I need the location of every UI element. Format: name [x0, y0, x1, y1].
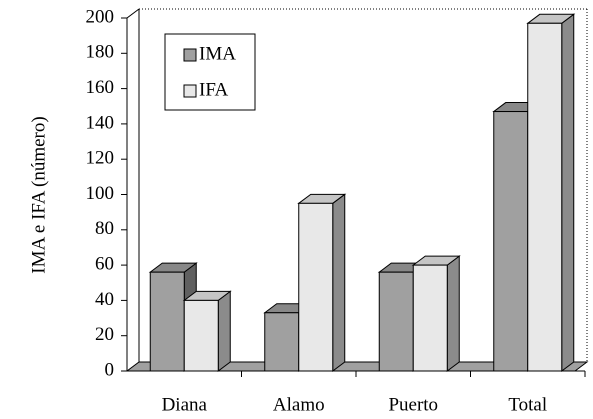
bar-front [264, 312, 300, 372]
y-tick-label: 100 [86, 183, 115, 204]
y-tick-label: 60 [95, 253, 114, 274]
x-tick-label: Puerto [388, 394, 438, 415]
y-tick-label: 120 [86, 148, 115, 169]
bar [411, 255, 461, 372]
y-tick-label: 180 [86, 42, 115, 63]
bar-front [378, 271, 414, 372]
bar-front [527, 22, 563, 372]
x-tick-label: Alamo [273, 394, 325, 415]
y-tick-label: 40 [95, 289, 114, 310]
bar-front [149, 271, 185, 372]
bar [297, 193, 347, 372]
legend-swatch [183, 84, 197, 98]
legend-label: IMA [199, 43, 236, 64]
bar-front [298, 202, 334, 372]
y-tick-label: 200 [86, 6, 115, 27]
bar [182, 290, 232, 372]
y-tick-label: 80 [95, 218, 114, 239]
bar [526, 13, 576, 372]
legend-swatch [183, 48, 197, 62]
y-axis-title: IMA e IFA (número) [28, 116, 49, 273]
y-tick-label: 140 [86, 112, 115, 133]
y-tick-label: 160 [86, 77, 115, 98]
legend-label: IFA [199, 79, 228, 100]
y-tick-label: 0 [105, 359, 115, 380]
bar-front [493, 111, 529, 372]
bar-front [183, 299, 219, 372]
side-wall-top [126, 8, 140, 19]
legend-box [164, 33, 256, 111]
bar-side [217, 290, 231, 372]
bar-side [446, 255, 460, 372]
y-tick-label: 20 [95, 324, 114, 345]
bar-side [332, 193, 346, 372]
bar-side [561, 13, 575, 372]
x-tick-label: Diana [162, 394, 208, 415]
bar-front [412, 264, 448, 372]
x-tick-label: Total [508, 394, 547, 415]
